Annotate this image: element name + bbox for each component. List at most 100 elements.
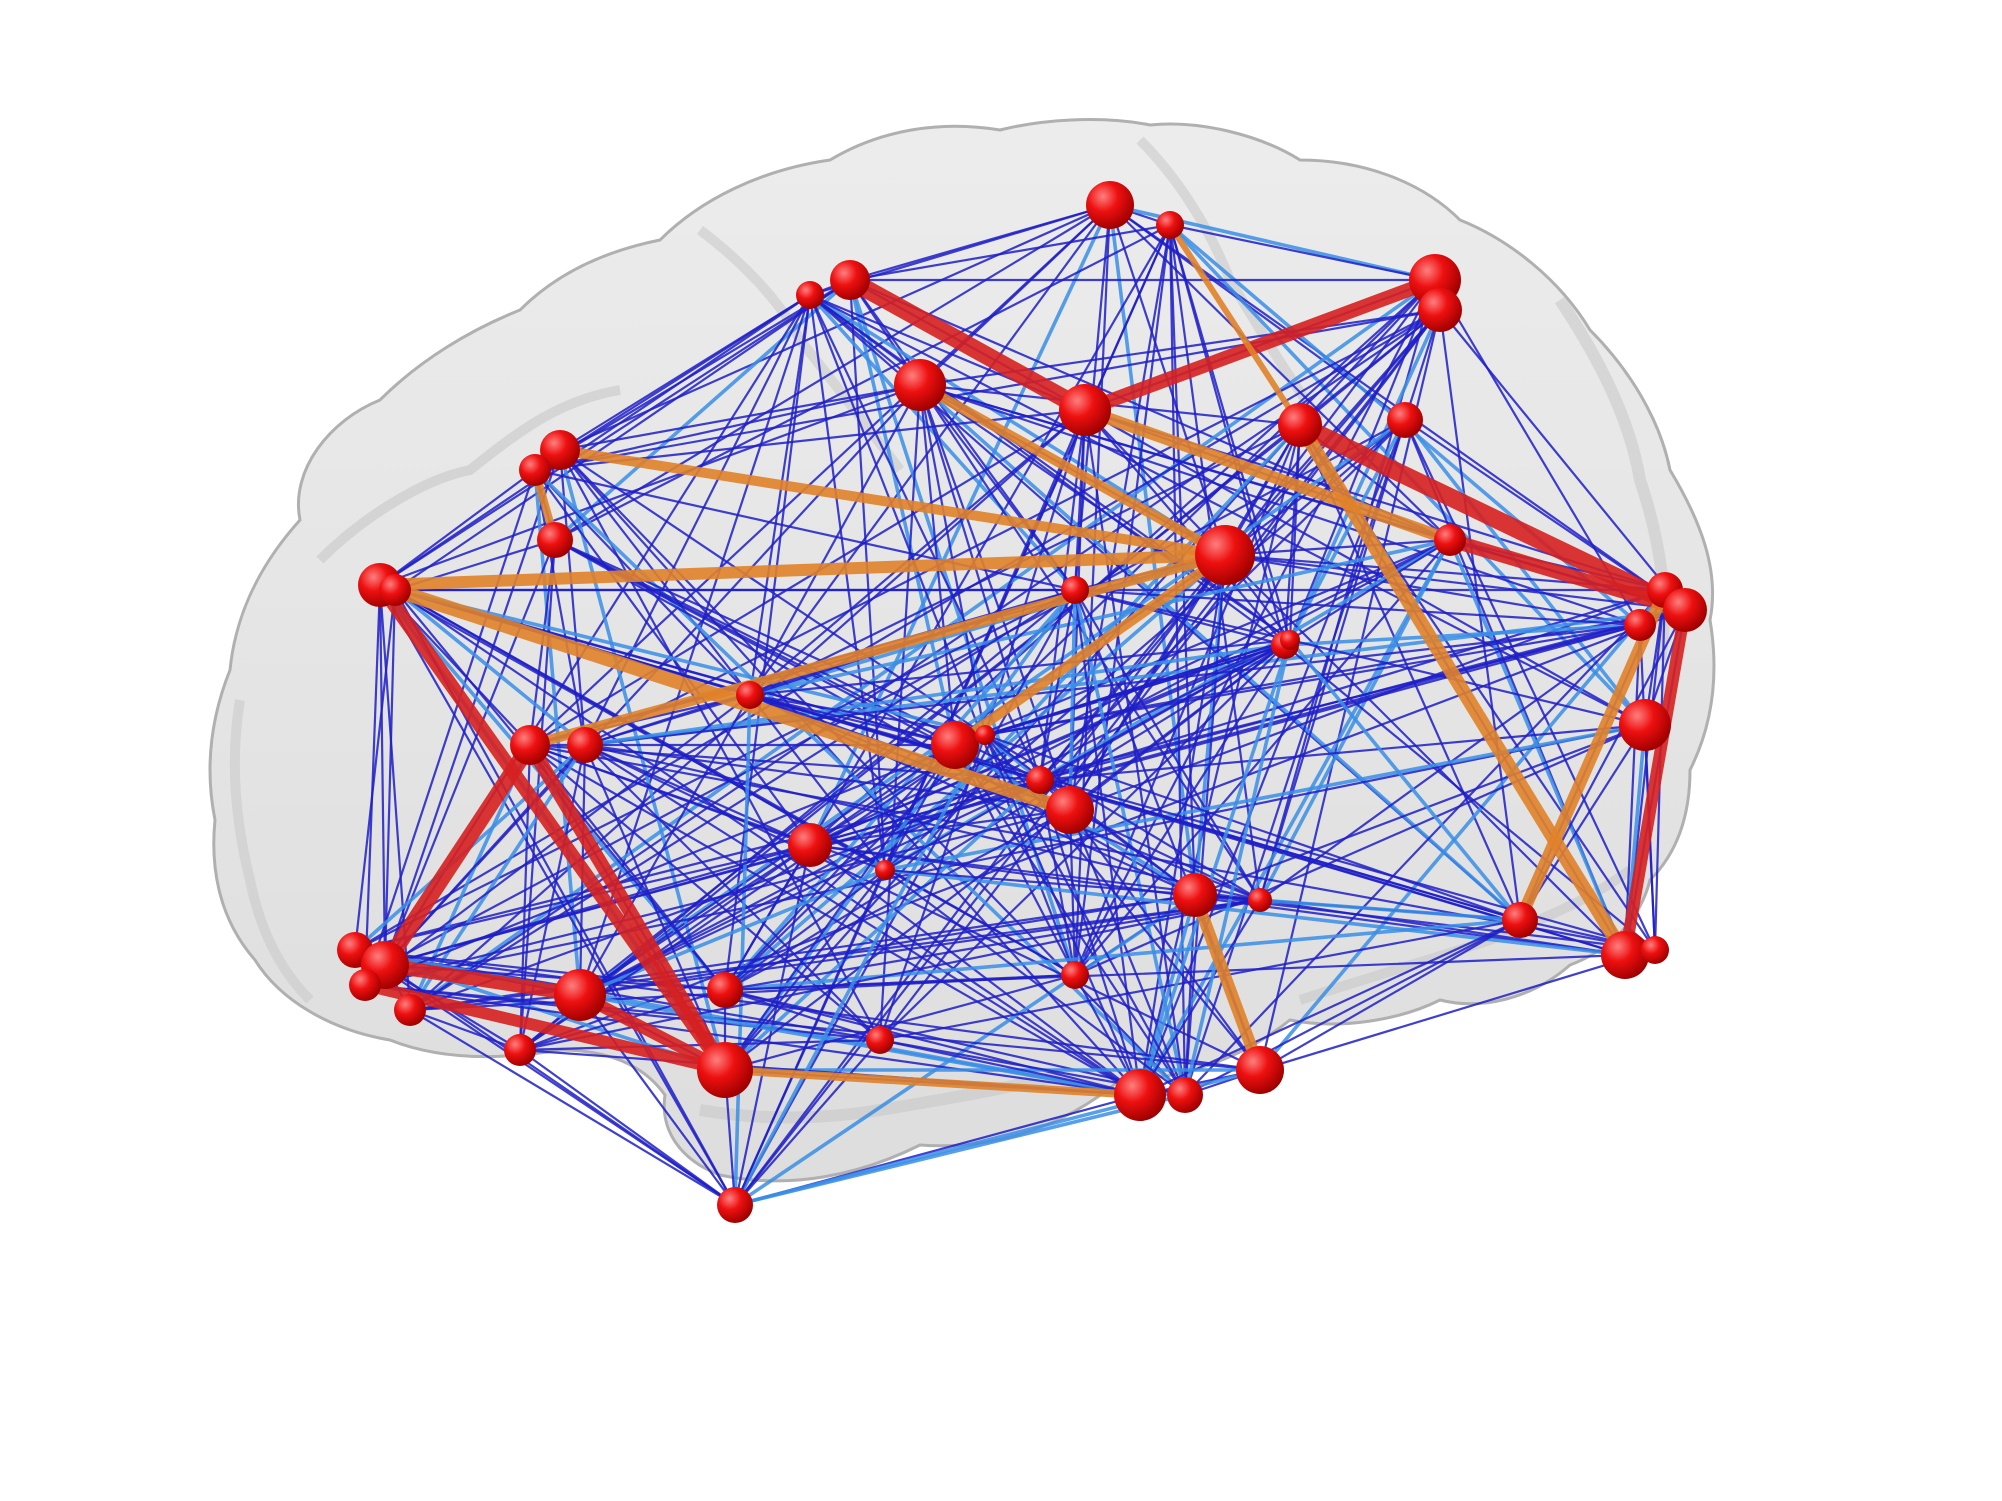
edge-thin: [748, 693, 887, 872]
edge-thin: [383, 418, 1407, 967]
edge-thin: [528, 743, 882, 1042]
network-node: [379, 574, 411, 606]
edge-thin: [528, 743, 1142, 1097]
edge-thin: [533, 468, 1077, 592]
edge-thin: [558, 383, 922, 452]
edge-thin: [1038, 778, 1522, 922]
edge-heavy-orange: [721, 1066, 1144, 1099]
edge-thin: [748, 293, 812, 697]
edge-thin: [1193, 723, 1647, 897]
edge-thin: [733, 588, 1077, 1207]
edge-thin: [1138, 423, 1302, 1097]
edge-thin: [883, 638, 1292, 872]
edge-thin: [1288, 638, 1522, 922]
network-node: [1195, 525, 1255, 585]
edge-thin: [353, 588, 1077, 952]
edge-thin: [1038, 588, 1077, 782]
edge-thin: [583, 743, 812, 847]
edge-thin: [1168, 223, 1437, 282]
network-node: [1641, 936, 1669, 964]
edge-thin: [1298, 423, 1522, 922]
edge-heavy-orange: [525, 550, 1230, 750]
edge-thin: [578, 538, 1452, 997]
brain-sulcus-1: [316, 385, 621, 564]
edge-thin: [733, 693, 752, 1207]
edge-thin: [1403, 418, 1657, 952]
network-node: [349, 969, 381, 1001]
edge-thin: [578, 898, 1262, 997]
edge-heavy-orange: [1167, 222, 1303, 428]
edge-thin: [883, 868, 1627, 957]
edge-thin: [983, 623, 1642, 737]
edge-heavy-orange: [374, 549, 1231, 591]
edge-heavy-orange: [950, 550, 1230, 750]
edge-heavy-orange: [555, 445, 1230, 560]
edge-thin: [558, 448, 727, 1072]
edge-thin: [808, 293, 887, 872]
edge-heavy-strong: [841, 271, 1094, 419]
edge-heavy-orange: [1079, 404, 1456, 546]
edge-thin: [1288, 638, 1647, 727]
edge-thin: [733, 868, 887, 1207]
edge-thin: [578, 418, 1407, 997]
edge-thin: [1073, 588, 1292, 642]
network-node: [894, 359, 946, 411]
edge-thin: [808, 293, 1077, 592]
edge-heavy-orange: [1293, 418, 1632, 962]
network-node: [504, 1034, 536, 1066]
edge-thin: [1073, 723, 1647, 977]
edge-thin: [953, 538, 1452, 747]
network-node: [975, 725, 995, 745]
edge-thin: [353, 588, 397, 952]
edge-thin: [848, 278, 1077, 592]
network-node: [1059, 384, 1111, 436]
network-node: [1173, 873, 1217, 917]
edge-thin: [1138, 918, 1522, 1097]
edge-thin: [748, 693, 1657, 952]
edge-thin: [363, 983, 1262, 1072]
edge-thin: [748, 538, 1452, 697]
edge-thin: [748, 408, 1087, 697]
network-node: [1619, 699, 1671, 751]
edge-thin: [1288, 538, 1452, 642]
edge-thin: [583, 743, 1262, 1072]
edge-thin: [1223, 538, 1452, 557]
network-node: [1086, 181, 1134, 229]
network-node: [537, 522, 573, 558]
edge-heavy-orange: [915, 380, 1230, 560]
network-node: [1601, 931, 1649, 979]
network-node: [1387, 402, 1423, 438]
network-node: [510, 725, 550, 765]
edge-thin: [1073, 638, 1292, 977]
edge-thin: [1223, 553, 1687, 612]
network-node: [394, 994, 426, 1026]
network-node: [540, 430, 580, 470]
edge-thin: [408, 1008, 737, 1207]
network-node: [554, 969, 606, 1021]
edge-thin: [363, 723, 1647, 987]
network-node: [519, 454, 551, 486]
edge-thin: [1138, 638, 1292, 1097]
edge-heavy-strong: [1619, 604, 1691, 961]
edge-thin: [1168, 223, 1292, 642]
brain-sulcus-7: [229, 699, 314, 1004]
edge-thin: [808, 638, 1292, 847]
edge-thin: [748, 693, 957, 747]
edge-thin: [393, 278, 852, 592]
edge-thin: [533, 468, 587, 747]
edge-thin: [983, 733, 1522, 922]
edge-thin: [1193, 893, 1657, 952]
network-node: [1248, 888, 1272, 912]
network-node: [1624, 609, 1656, 641]
edge-thin: [383, 538, 557, 967]
edge-thin: [363, 733, 987, 987]
network-node: [788, 823, 832, 867]
network-node: [1046, 786, 1094, 834]
edge-thin: [518, 1048, 737, 1207]
edge-thin: [723, 988, 1142, 1097]
edge-thin: [393, 588, 1142, 1097]
edge-thin: [1403, 418, 1647, 727]
edge-thin: [1083, 408, 1647, 727]
